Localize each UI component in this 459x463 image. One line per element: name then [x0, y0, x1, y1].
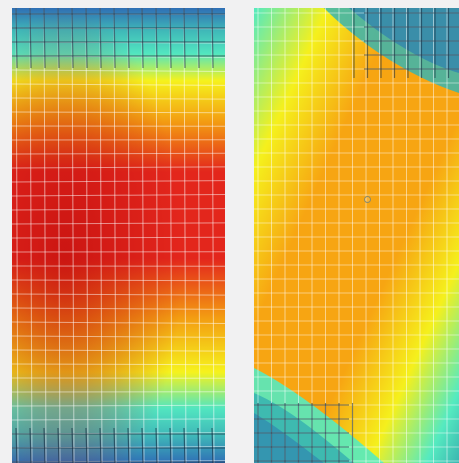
heatmap-left-svg	[12, 8, 225, 463]
heatmap-panel-left	[12, 8, 225, 463]
heatmap-panel-right	[254, 8, 459, 463]
mesh-grid-dark	[254, 8, 459, 463]
probe-marker[interactable]	[364, 196, 371, 203]
heatmap-right-svg	[254, 8, 459, 463]
heatmap-field	[254, 8, 459, 463]
mesh-grid-dark	[12, 8, 225, 463]
